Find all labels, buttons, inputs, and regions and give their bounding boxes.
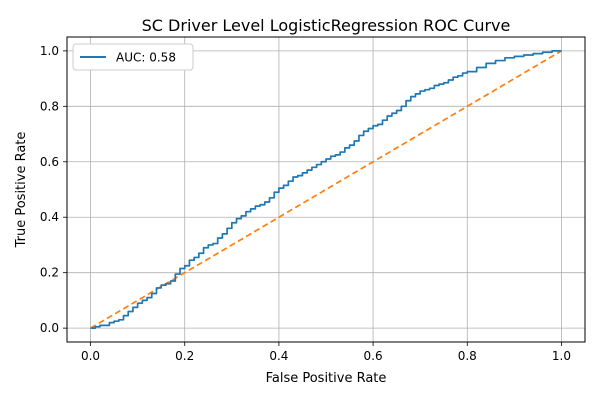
legend-box bbox=[72, 43, 194, 71]
y-tick-label: 0.6 bbox=[40, 155, 59, 169]
x-tick-label: 0.0 bbox=[81, 349, 100, 363]
y-tick-label: 0.4 bbox=[40, 210, 59, 224]
y-axis-ticks: 0.0 0.2 0.4 0.6 0.8 1.0 bbox=[40, 44, 67, 335]
x-axis-label: False Positive Rate bbox=[266, 371, 387, 386]
x-tick-label: 0.4 bbox=[269, 349, 288, 363]
roc-curve-line bbox=[90, 50, 562, 329]
plot-frame bbox=[66, 36, 586, 343]
x-tick-label: 0.8 bbox=[458, 349, 477, 363]
x-tick-label: 0.6 bbox=[364, 349, 383, 363]
x-axis-ticks: 0.0 0.2 0.4 0.6 0.8 1.0 bbox=[81, 342, 571, 363]
chart-title: SC Driver Level LogisticRegression ROC C… bbox=[142, 16, 511, 35]
y-tick-label: 0.0 bbox=[40, 321, 59, 335]
x-tick-label: 1.0 bbox=[552, 349, 571, 363]
y-tick-label: 0.8 bbox=[40, 99, 59, 113]
y-axis-label: True Positive Rate bbox=[14, 132, 29, 249]
legend-label: AUC: 0.58 bbox=[116, 51, 176, 65]
x-tick-label: 0.2 bbox=[175, 349, 194, 363]
series-layer bbox=[90, 50, 562, 329]
y-tick-label: 1.0 bbox=[40, 44, 59, 58]
legend: AUC: 0.58 bbox=[72, 43, 194, 71]
chance-diagonal-line bbox=[90, 50, 562, 329]
y-tick-label: 0.2 bbox=[40, 266, 59, 280]
